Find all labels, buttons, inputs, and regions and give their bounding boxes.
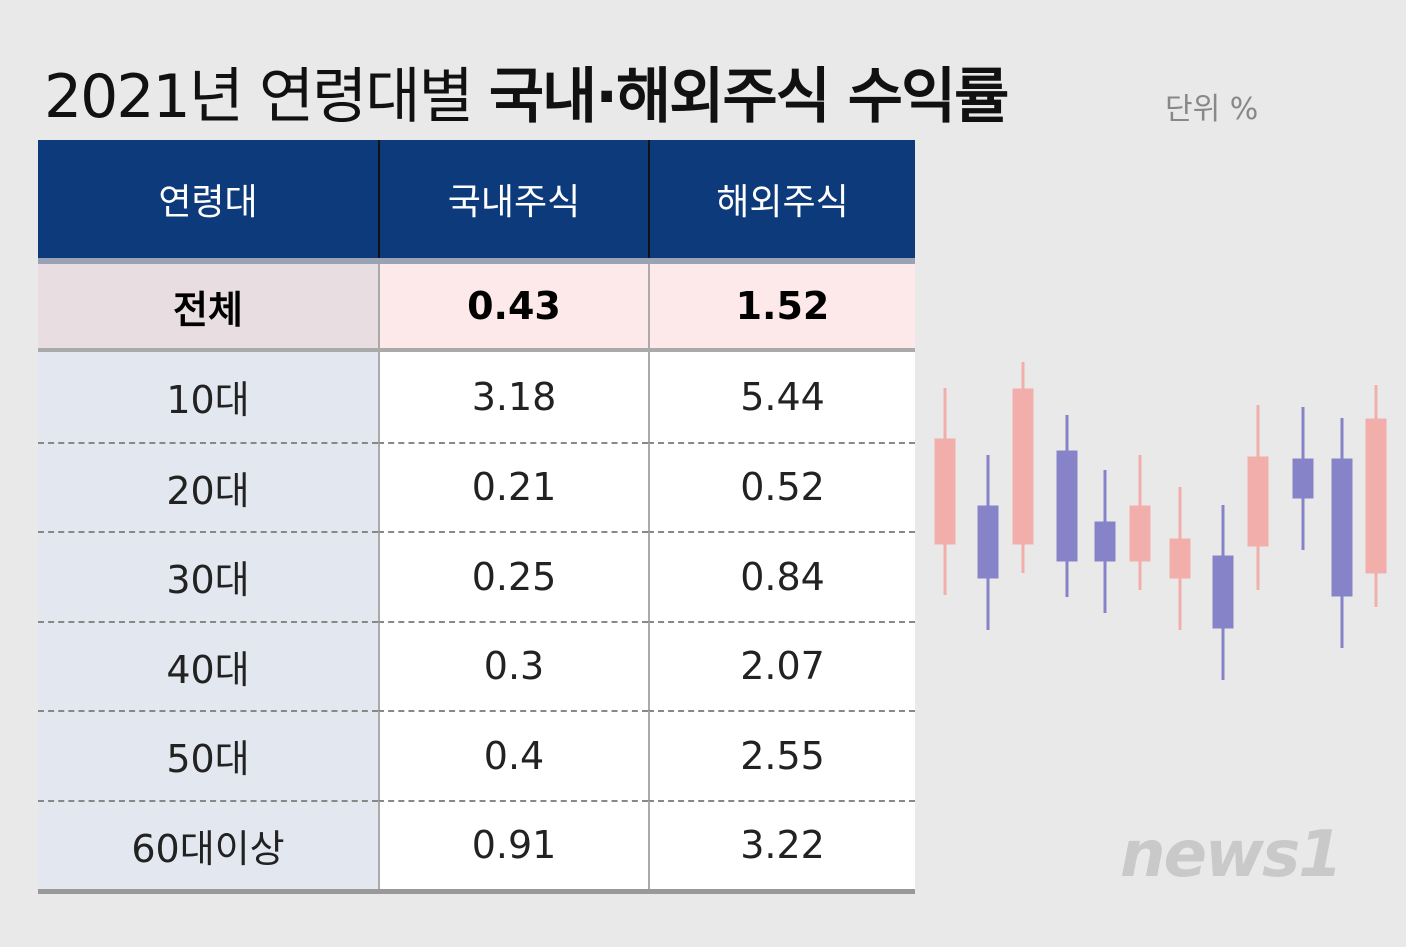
column-header: 해외주식 (648, 140, 915, 258)
row-separator (38, 348, 915, 352)
value-cell: 0.52 (648, 441, 915, 531)
header-underline (38, 258, 915, 264)
value-cell: 0.91 (378, 799, 648, 889)
value-cell: 2.07 (648, 620, 915, 710)
row-label: 40대 (38, 620, 378, 710)
value-cell: 3.22 (648, 799, 915, 889)
brand: news1 (1120, 818, 1343, 892)
value-cell: 0.43 (378, 264, 648, 348)
value-cell: 0.4 (378, 710, 648, 800)
value-cell: 0.25 (378, 531, 648, 621)
row-label: 60대이상 (38, 799, 378, 889)
value-cell: 5.44 (648, 352, 915, 442)
column-header: 국내주식 (378, 140, 648, 258)
value-cell: 0.84 (648, 531, 915, 621)
row-label: 10대 (38, 352, 378, 442)
column-header: 연령대 (38, 140, 378, 258)
table-bottom (38, 889, 915, 894)
value-cell: 0.3 (378, 620, 648, 710)
row-label: 50대 (38, 710, 378, 800)
title: 2021년 연령대별 국내·해외주식 수익률 (44, 48, 1009, 135)
unit: 단위 % (1165, 92, 1259, 127)
value-cell: 3.18 (378, 352, 648, 442)
value-cell: 0.21 (378, 441, 648, 531)
row-label: 전체 (38, 264, 378, 348)
title-light: 2021년 연령대별 (44, 62, 474, 132)
value-cell: 1.52 (648, 264, 915, 348)
title-bold: 국내·해외주식 수익률 (488, 62, 1009, 132)
row-label: 20대 (38, 441, 378, 531)
candles (934, 362, 1387, 680)
value-cell: 2.55 (648, 710, 915, 800)
row-label: 30대 (38, 531, 378, 621)
